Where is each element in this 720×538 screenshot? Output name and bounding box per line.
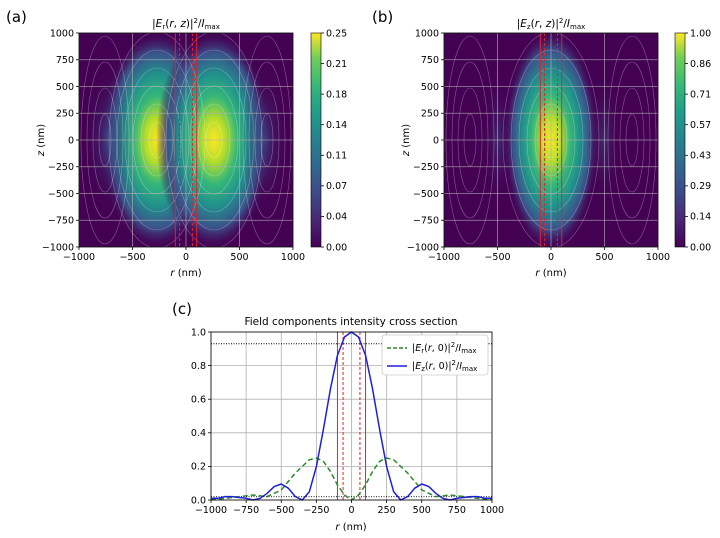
heatmap-ez-ticks: −1000 −500 0 500 1000 1000 750 500 250 0 −250 −500 −… <box>407 28 670 263</box>
panel-label-c: (c) <box>172 300 192 318</box>
x-tick-label: 1000 <box>281 252 305 263</box>
y-tick-label: 500 <box>421 82 439 93</box>
y-tick-label: 0 <box>68 135 74 146</box>
line-chart-ticks: −1000 −750 −500 −250 0 250 500 750 1000 0.0 0.2 0.4… <box>191 327 504 516</box>
colorbar-tick-label: 0.14 <box>690 212 711 223</box>
line-chart-xlabel: r (nm) <box>335 522 366 533</box>
x-tick-label: 1000 <box>480 505 504 516</box>
heatmap-er-title: |Er(r, z)|2/Imax <box>152 17 220 31</box>
y-tick-label: 0.4 <box>191 428 206 439</box>
heatmap-er: |Er(r, z)|2/Imax −1000 −500 0 500 1000 1000 75… <box>36 17 347 279</box>
x-tick-label: −500 <box>268 505 294 516</box>
x-tick-label: 750 <box>448 505 466 516</box>
line-chart-reference-lines <box>336 332 367 500</box>
heatmap-er-ticks: −1000 −500 0 500 1000 1000 750 500 250 0 −250 −500 −… <box>42 28 305 263</box>
heatmap-ez-grid <box>444 33 658 247</box>
x-tick-label: 250 <box>378 505 396 516</box>
colorbar-tick-label: 1.00 <box>690 28 711 39</box>
y-tick-label: −1000 <box>42 242 74 253</box>
colorbar-tick-label: 0.00 <box>326 242 347 253</box>
heatmap-ez-colorbar-ticks: 1.00 0.86 0.71 0.57 0.43 0.29 0.14 0.00 <box>685 28 711 253</box>
y-tick-label: 750 <box>421 55 439 66</box>
line-chart-title: Field components intensity cross section <box>244 316 457 328</box>
colorbar-tick-label: 0.18 <box>326 89 347 100</box>
panel-label-b: (b) <box>372 8 393 26</box>
y-tick-label: 0 <box>433 135 439 146</box>
y-tick-label: −750 <box>413 216 439 227</box>
x-tick-label: −1000 <box>428 252 460 263</box>
legend-label-ez: |Ez(r, 0)|2/Imax <box>412 359 477 373</box>
legend-box <box>381 334 489 376</box>
line-chart-cross-section: Field components intensity cross section… <box>191 316 504 533</box>
x-tick-label: 500 <box>595 252 613 263</box>
heatmap-ez-colorbar <box>674 32 686 248</box>
y-tick-label: 0.6 <box>191 395 206 406</box>
y-tick-label: −250 <box>413 162 439 173</box>
colorbar-tick-label: 0.86 <box>690 59 711 70</box>
x-tick-label: −250 <box>303 505 329 516</box>
colorbar-tick-label: 0.21 <box>326 59 347 70</box>
colorbar-tick-label: 0.71 <box>690 89 711 100</box>
y-tick-label: −500 <box>48 189 74 200</box>
heatmap-er-ylabel: z (nm) <box>36 124 47 157</box>
y-tick-label: 750 <box>56 55 74 66</box>
x-tick-label: 500 <box>230 252 248 263</box>
y-tick-label: 0.0 <box>191 495 206 506</box>
heatmap-er-colorbar <box>310 32 322 248</box>
heatmap-er-colorbar-ticks: 0.25 0.21 0.18 0.14 0.11 0.07 0.04 0.00 <box>321 28 347 253</box>
heatmap-ez-xlabel: r (nm) <box>535 268 566 279</box>
heatmap-er-grid <box>79 33 293 247</box>
y-tick-label: −250 <box>48 162 74 173</box>
x-tick-label: −500 <box>119 252 145 263</box>
y-tick-label: 500 <box>56 82 74 93</box>
y-tick-label: −750 <box>48 216 74 227</box>
colorbar-tick-label: 0.07 <box>326 181 347 192</box>
legend-label-er: |Er(r, 0)|2/Imax <box>412 341 476 355</box>
y-tick-label: −500 <box>413 189 439 200</box>
y-tick-label: 0.2 <box>191 462 206 473</box>
x-tick-label: 1000 <box>646 252 670 263</box>
colorbar-tick-label: 0.04 <box>326 212 347 223</box>
y-tick-label: 1000 <box>50 28 74 39</box>
colorbar-tick-label: 0.57 <box>690 120 711 131</box>
y-tick-label: 0.8 <box>191 361 206 372</box>
y-tick-label: 250 <box>421 109 439 120</box>
colorbar-tick-label: 0.00 <box>690 242 711 253</box>
colorbar-tick-label: 0.43 <box>690 151 711 162</box>
heatmap-ez: |Ez(r, z)|2/Imax −1000 −500 0 500 1000 1000 75… <box>401 17 711 279</box>
y-tick-label: 1000 <box>415 28 439 39</box>
heatmap-er-reference-lines <box>174 33 198 247</box>
y-tick-label: 1.0 <box>191 327 206 338</box>
x-tick-label: 0 <box>348 505 354 516</box>
x-tick-label: −1000 <box>63 252 95 263</box>
x-tick-label: 0 <box>183 252 189 263</box>
x-tick-label: −500 <box>484 252 510 263</box>
panel-label-a: (a) <box>6 8 27 26</box>
y-tick-label: 250 <box>56 109 74 120</box>
line-chart-legend: |Er(r, 0)|2/Imax |Ez(r, 0)|2/Imax <box>381 334 489 376</box>
x-tick-label: 500 <box>413 505 431 516</box>
heatmap-ez-title: |Ez(r, z)|2/Imax <box>517 17 586 31</box>
heatmap-ez-ylabel: z (nm) <box>401 124 412 157</box>
colorbar-tick-label: 0.14 <box>326 120 347 131</box>
heatmap-ez-reference-lines <box>539 33 563 247</box>
colorbar-tick-label: 0.29 <box>690 181 711 192</box>
colorbar-tick-label: 0.25 <box>326 28 347 39</box>
y-tick-label: −1000 <box>407 242 439 253</box>
x-tick-label: −1000 <box>195 505 227 516</box>
line-chart-hlines <box>211 343 492 498</box>
x-tick-label: 0 <box>548 252 554 263</box>
x-tick-label: −750 <box>233 505 259 516</box>
colorbar-tick-label: 0.11 <box>326 151 347 162</box>
heatmap-er-xlabel: r (nm) <box>170 268 201 279</box>
